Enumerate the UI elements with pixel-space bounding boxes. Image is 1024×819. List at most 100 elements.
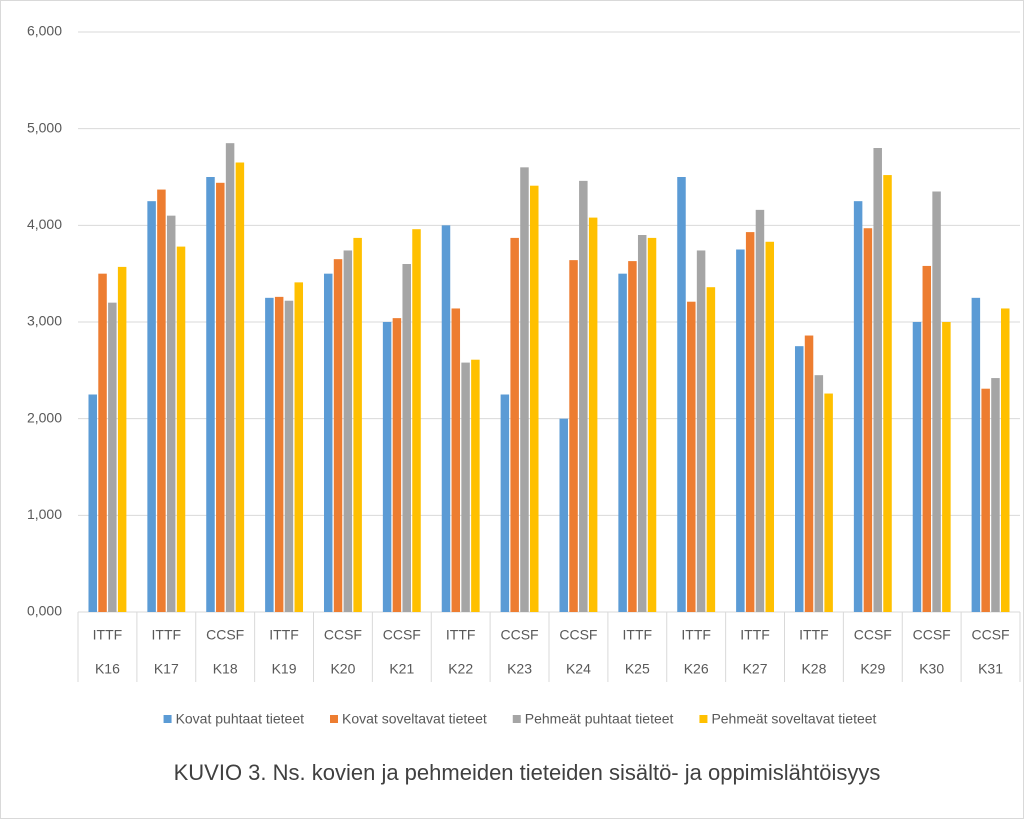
bar [922,265,932,612]
x-tick-label: K28 [801,661,826,677]
bar [991,378,1000,612]
bar [942,322,951,612]
x-group-label: ITTF [681,627,711,643]
bar [677,177,686,612]
bar [883,175,892,613]
bar [863,228,873,612]
x-group-label: ITTF [799,627,829,643]
x-tick-label: K29 [860,661,885,677]
x-group-label: ITTF [446,627,476,643]
bar [853,201,863,612]
bar [157,189,166,613]
y-tick-label: 2,000 [27,409,62,425]
bar [618,273,627,612]
bar [461,362,470,612]
legend-label: Pehmeät soveltavat tieteet [711,711,876,727]
bar [382,322,392,612]
bar [176,246,186,612]
bar [824,393,833,612]
legend-label: Kovat soveltavat tieteet [342,711,487,727]
x-group-label: CCSF [206,627,244,643]
x-group-label: ITTF [93,627,123,643]
y-tick-label: 6,000 [27,23,62,39]
x-tick-label: K20 [330,661,355,677]
x-tick-label: K27 [743,661,768,677]
legend-marker [512,715,521,723]
x-group-label: ITTF [623,627,653,643]
bar [117,266,127,612]
bar [755,209,765,612]
bar [687,301,696,612]
bar [981,388,990,612]
legend-marker [330,715,338,723]
x-group-label: ITTF [152,627,182,643]
bar [451,308,461,612]
x-group-label: ITTF [269,627,299,643]
y-tick-label: 4,000 [27,216,62,232]
bar [510,237,519,612]
x-group-label: CCSF [324,627,362,643]
x-group-label: CCSF [501,627,539,643]
bar [765,241,775,612]
x-tick-label: K17 [154,661,179,677]
bar [971,297,981,612]
bar [402,264,411,612]
bar [520,167,529,613]
bar [814,375,824,612]
bar [736,249,745,612]
bar [353,237,362,612]
bar [745,232,755,612]
legend-label: Kovat puhtaat tieteet [176,711,305,727]
x-tick-label: K26 [684,661,709,677]
bar [471,359,480,612]
chart-title: KUVIO 3. Ns. kovien ja pehmeiden tieteid… [174,760,881,785]
bar [166,215,176,612]
bar [559,418,568,612]
bar [147,201,156,612]
x-group-label: ITTF [740,627,770,643]
bar [706,287,716,612]
legend-marker [163,715,172,723]
bar [323,273,333,612]
bar [333,259,343,612]
bar [647,237,657,612]
bar [294,282,304,612]
bar [88,394,97,612]
x-tick-label: K25 [625,661,650,677]
bar [98,273,107,612]
bar [569,260,578,612]
x-group-label: CCSF [559,627,597,643]
legend-label: Pehmeät puhtaat tieteet [525,711,674,727]
bar [500,394,510,612]
y-tick-label: 5,000 [27,119,62,135]
legend-marker [699,715,708,723]
bar [579,180,588,612]
x-tick-label: K24 [566,661,591,677]
bar [265,297,274,612]
x-group-label: CCSF [383,627,421,643]
bar [804,335,814,612]
bar [343,250,353,612]
bar [628,261,637,612]
x-tick-label: K16 [95,661,120,677]
x-tick-label: K23 [507,661,532,677]
x-tick-label: K31 [978,661,1003,677]
x-group-label: CCSF [854,627,892,643]
x-tick-label: K22 [448,661,473,677]
x-tick-label: K19 [272,661,297,677]
bar [1001,308,1010,612]
bar [216,182,225,613]
bar [225,143,235,612]
bar [588,217,598,612]
bar [235,162,245,612]
x-tick-label: K18 [213,661,238,677]
y-tick-label: 3,000 [27,313,62,329]
x-tick-label: K30 [919,661,944,677]
x-group-label: CCSF [913,627,951,643]
y-tick-label: 1,000 [27,506,62,522]
x-group-label: CCSF [972,627,1010,643]
x-tick-label: K21 [389,661,414,677]
bar [873,148,882,612]
bar [108,302,117,612]
